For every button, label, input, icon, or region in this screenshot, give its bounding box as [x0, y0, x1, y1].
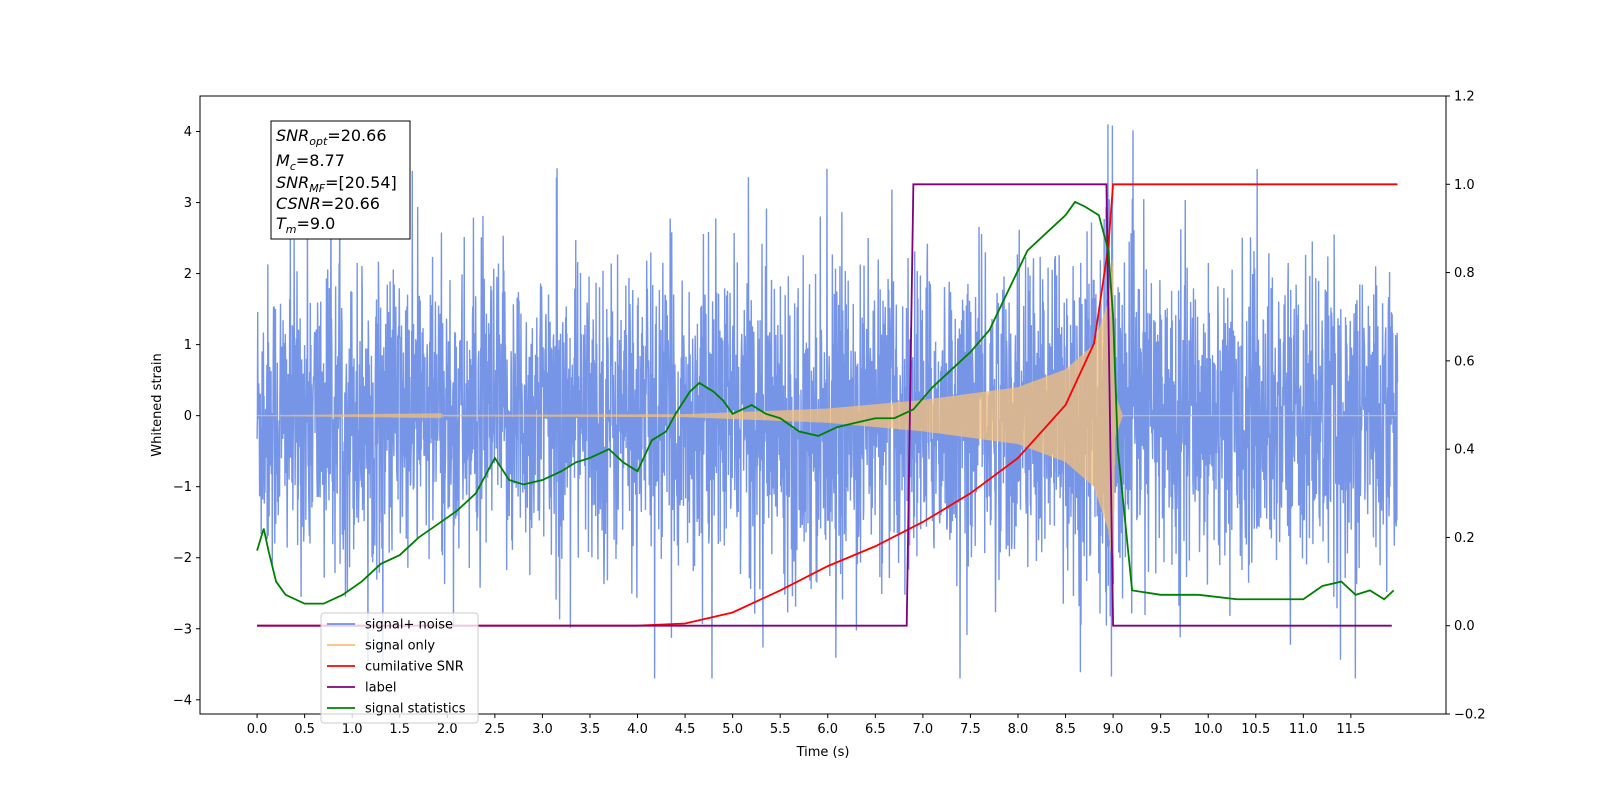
info-snr-mf: SNRMF=[20.54]: [276, 173, 397, 195]
x-tick-label: 6.0: [817, 722, 838, 737]
y-right-tick-label: 1.0: [1454, 178, 1475, 193]
x-tick-label: 5.0: [722, 722, 743, 737]
x-tick-label: 1.5: [389, 722, 410, 737]
x-tick-label: 5.5: [770, 722, 791, 737]
x-tick-label: 9.5: [1150, 722, 1171, 737]
x-tick-label: 3.5: [580, 722, 601, 737]
series-cumilative-snr: [257, 183, 1398, 627]
series-signal-statistics: [256, 200, 1395, 605]
y-right-tick-label: 0.6: [1454, 354, 1475, 369]
info-tm: Tm=9.0: [276, 214, 335, 236]
legend: signal+ noise signal only cumilative SNR la…: [320, 612, 479, 724]
x-tick-label: 8.0: [1008, 722, 1029, 737]
info-box-frame: [270, 120, 411, 240]
y-left-tick-label: 2: [184, 267, 192, 282]
legend-frame: [320, 612, 479, 724]
x-tick-label: 2.5: [485, 722, 506, 737]
legend-label: signal statistics: [365, 702, 466, 717]
x-axis-label: Time (s): [796, 745, 850, 760]
info-mc: Mc=8.77: [276, 151, 345, 173]
x-tick-label: 10.5: [1241, 722, 1270, 737]
legend-label: cumilative SNR: [365, 660, 464, 675]
info-snr-opt: SNRopt=20.66: [276, 126, 387, 148]
x-tick-label: 8.5: [1055, 722, 1076, 737]
y-left-tick-label: −4: [173, 693, 192, 708]
x-tick-label: 3.0: [532, 722, 553, 737]
x-tick-label: 1.0: [342, 722, 363, 737]
y-left-tick-label: 4: [184, 125, 192, 140]
info-box: SNRopt=20.66 Mc=8.77 SNRMF=[20.54] CSNR=…: [270, 120, 411, 240]
x-tick-label: 6.5: [865, 722, 886, 737]
y-axis-left-label: Whitened strain: [150, 353, 165, 456]
info-csnr: CSNR=20.66: [276, 194, 380, 213]
legend-label: label: [365, 681, 396, 696]
y-right-tick-label: −0.2: [1454, 708, 1486, 723]
plot-area: [256, 124, 1399, 679]
legend-label: signal only: [365, 639, 435, 654]
x-tick-label: 9.0: [1103, 722, 1124, 737]
y-left-tick-label: −3: [173, 622, 192, 637]
y-left-tick-label: 1: [184, 338, 192, 353]
y-axis-left: −4 −3 −2 −1 0 1 2 3 4: [173, 125, 200, 708]
x-axis: 0.0 0.5 1.0 1.5 2.0 2.5 3.0 3.5 4.0 4.5 5.0 5.5 6.0 6…: [247, 714, 1365, 737]
legend-label: signal+ noise: [365, 618, 453, 633]
y-left-tick-label: 3: [184, 196, 192, 211]
x-tick-label: 0.0: [247, 722, 268, 737]
y-left-tick-label: −2: [173, 551, 192, 566]
x-tick-label: 10.0: [1194, 722, 1223, 737]
y-left-tick-label: −1: [173, 480, 192, 495]
y-right-tick-label: 0.0: [1454, 619, 1475, 634]
x-tick-label: 7.0: [913, 722, 934, 737]
plot-frame: [199, 95, 1447, 715]
x-tick-label: 7.5: [960, 722, 981, 737]
x-tick-label: 0.5: [294, 722, 315, 737]
y-right-tick-label: 0.8: [1454, 266, 1475, 281]
x-tick-label: 11.0: [1289, 722, 1318, 737]
x-tick-label: 4.0: [627, 722, 648, 737]
y-right-tick-label: 0.2: [1454, 531, 1475, 546]
series-label: [257, 183, 1392, 627]
y-right-tick-label: 0.4: [1454, 443, 1475, 458]
y-right-tick-label: 1.2: [1454, 90, 1475, 105]
x-tick-label: 11.5: [1336, 722, 1365, 737]
y-left-tick-label: 0: [184, 409, 192, 424]
series-signal-only: [257, 260, 1398, 569]
series-signal-noise: [256, 124, 1399, 679]
y-axis-right: −0.2 0.0 0.2 0.4 0.6 0.8 1.0 1.2: [1446, 90, 1486, 723]
x-tick-label: 4.5: [675, 722, 696, 737]
x-tick-label: 2.0: [437, 722, 458, 737]
